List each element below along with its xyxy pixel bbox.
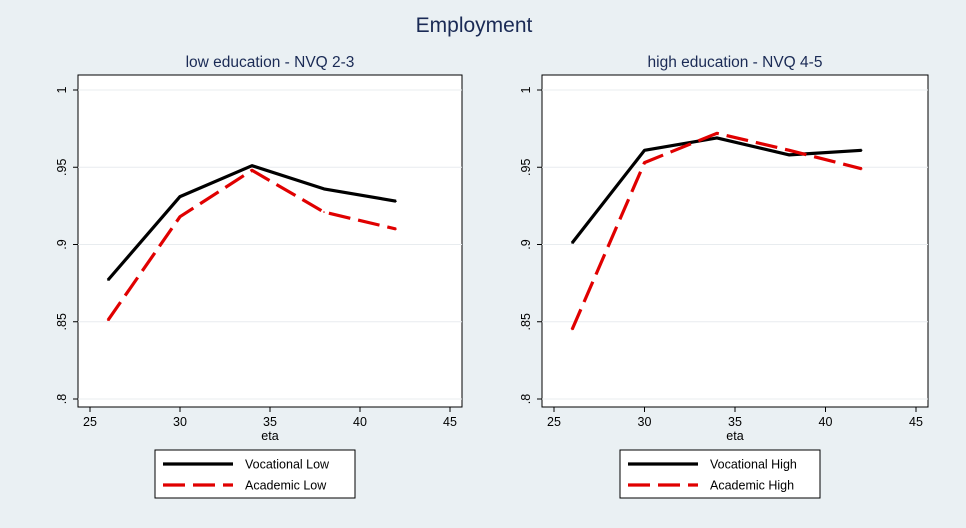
plot-area (77, 74, 463, 408)
y-tick-label: .95 (55, 159, 69, 176)
data-point (323, 211, 325, 213)
x-tick-label: 25 (83, 415, 97, 429)
y-tick-label: .85 (55, 313, 69, 330)
y-tick-label: .9 (519, 239, 533, 249)
data-point (788, 149, 791, 152)
data-point (716, 137, 718, 139)
y-tick-label: .85 (519, 313, 533, 330)
x-tick-label: 30 (638, 415, 652, 429)
figure-title: Employment (415, 14, 533, 37)
chart-panel-2: high education - NVQ 4-5 .8 .85 .9 .95 1 25 30 3… (519, 54, 929, 499)
panel-title: low education - NVQ 2-3 (186, 54, 355, 71)
x-tick-label: 35 (728, 415, 742, 429)
data-point (860, 149, 863, 152)
x-tick-label: 40 (819, 415, 833, 429)
data-point (395, 228, 397, 230)
legend-label: Academic High (710, 479, 794, 493)
legend-box (154, 449, 356, 499)
data-point (571, 242, 573, 244)
data-point (571, 328, 573, 331)
legend: Vocational Low Academic Low (154, 449, 356, 499)
x-tick-label: 35 (263, 415, 277, 429)
data-point (643, 149, 646, 152)
y-tick-label: .9 (55, 239, 69, 249)
data-point (251, 164, 253, 167)
x-axis-title: eta (726, 429, 743, 443)
data-point (107, 319, 109, 322)
x-tick-label: 45 (443, 415, 457, 429)
x-tick-label: 25 (547, 415, 561, 429)
legend-label: Vocational High (710, 458, 797, 472)
data-point (395, 200, 397, 203)
data-point (107, 279, 109, 281)
y-tick-label: .95 (519, 159, 533, 176)
x-tick-label: 45 (909, 415, 923, 429)
y-tick-label: .8 (55, 394, 69, 404)
x-tick-label: 30 (173, 415, 187, 429)
y-tick-label: 1 (519, 86, 533, 93)
legend-label: Academic Low (245, 479, 327, 493)
y-tick-label: .8 (519, 394, 533, 404)
legend-box (619, 449, 821, 499)
data-point (716, 132, 718, 135)
data-point (179, 215, 181, 218)
plot-area (541, 74, 929, 408)
x-axis-title: eta (261, 429, 278, 443)
data-point (643, 161, 646, 164)
legend: Vocational High Academic High (619, 449, 821, 499)
data-point (788, 154, 791, 156)
y-tick-label: 1 (55, 86, 69, 93)
data-point (323, 188, 325, 190)
data-point (860, 167, 863, 170)
x-tick-label: 40 (353, 415, 367, 429)
data-point (251, 169, 253, 172)
panel-title: high education - NVQ 4-5 (648, 54, 823, 71)
data-point (179, 195, 181, 198)
chart-panel-1: low education - NVQ 2-3 .8 .85 .9 .95 1 25 30 35… (55, 54, 463, 499)
legend-label: Vocational Low (245, 458, 330, 472)
